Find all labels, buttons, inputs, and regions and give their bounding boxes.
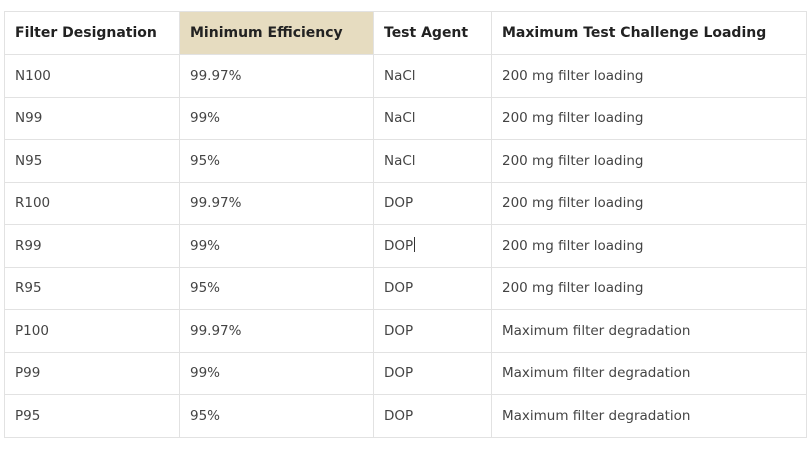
cell-filter-designation: R100 [4,181,180,225]
header-minimum-efficiency: Minimum Efficiency [179,11,374,55]
cell-filter-designation: P95 [4,394,180,438]
cell-max-test-challenge-loading: Maximum filter degradation [491,309,807,353]
table-body: N100 99.97% NaCl 200 mg filter loading N… [4,54,807,438]
cell-max-test-challenge-loading: 200 mg filter loading [491,96,807,140]
cell-filter-designation: N95 [4,139,180,183]
table-row: P99 99% DOP Maximum filter degradation [4,351,807,395]
cell-max-test-challenge-loading: 200 mg filter loading [491,224,807,268]
header-max-test-challenge-loading: Maximum Test Challenge Loading [491,11,807,55]
header-row: Filter Designation Minimum Efficiency Te… [4,11,807,55]
cell-max-test-challenge-loading: 200 mg filter loading [491,139,807,183]
cell-test-agent-text: DOP [384,238,414,255]
cell-filter-designation: P99 [4,351,180,395]
table-row: N100 99.97% NaCl 200 mg filter loading [4,54,807,98]
respirator-filter-table-container: Filter Designation Minimum Efficiency Te… [4,11,807,438]
cell-minimum-efficiency: 95% [179,266,374,310]
cell-minimum-efficiency: 95% [179,139,374,183]
table-row: P95 95% DOP Maximum filter degradation [4,394,807,438]
table-row: P100 99.97% DOP Maximum filter degradati… [4,309,807,353]
cell-filter-designation: R99 [4,224,180,268]
header-test-agent: Test Agent [373,11,492,55]
cell-minimum-efficiency: 99% [179,96,374,140]
cell-test-agent: NaCl [373,96,492,140]
cell-filter-designation: P100 [4,309,180,353]
table-row: R100 99.97% DOP 200 mg filter loading [4,181,807,225]
header-filter-designation: Filter Designation [4,11,180,55]
cell-test-agent: DOP [373,266,492,310]
cell-test-agent: DOP [373,309,492,353]
table-row: N95 95% NaCl 200 mg filter loading [4,139,807,183]
cell-max-test-challenge-loading: Maximum filter degradation [491,351,807,395]
cell-max-test-challenge-loading: 200 mg filter loading [491,54,807,98]
cell-filter-designation: R95 [4,266,180,310]
cell-minimum-efficiency: 99.97% [179,54,374,98]
cell-filter-designation: N99 [4,96,180,140]
cell-test-agent-with-cursor[interactable]: DOP [373,224,492,268]
cell-test-agent: DOP [373,394,492,438]
table-row: N99 99% NaCl 200 mg filter loading [4,96,807,140]
cell-minimum-efficiency: 95% [179,394,374,438]
table-row: R99 99% DOP 200 mg filter loading [4,224,807,268]
cell-test-agent: DOP [373,181,492,225]
text-cursor [414,237,416,253]
cell-test-agent: DOP [373,351,492,395]
cell-minimum-efficiency: 99% [179,224,374,268]
cell-max-test-challenge-loading: 200 mg filter loading [491,266,807,310]
cell-minimum-efficiency: 99.97% [179,181,374,225]
cell-filter-designation: N100 [4,54,180,98]
cell-test-agent: NaCl [373,54,492,98]
cell-max-test-challenge-loading: 200 mg filter loading [491,181,807,225]
table-header: Filter Designation Minimum Efficiency Te… [4,11,807,55]
table-row: R95 95% DOP 200 mg filter loading [4,266,807,310]
respirator-filter-table: Filter Designation Minimum Efficiency Te… [4,11,807,438]
cell-max-test-challenge-loading: Maximum filter degradation [491,394,807,438]
cell-minimum-efficiency: 99% [179,351,374,395]
cell-minimum-efficiency: 99.97% [179,309,374,353]
cell-test-agent: NaCl [373,139,492,183]
